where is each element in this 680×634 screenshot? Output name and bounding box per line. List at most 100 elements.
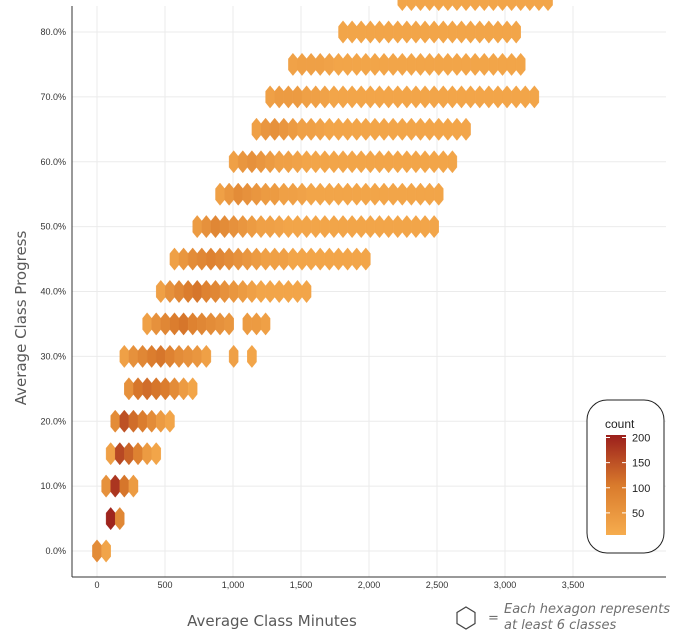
hexbin-cell: [160, 312, 171, 336]
hexbin-cell: [133, 442, 143, 466]
hexbin-cell: [256, 279, 266, 304]
hexbin-cell: [456, 20, 467, 44]
hexbin-cell: [324, 182, 335, 206]
hexbin-cell: [251, 312, 262, 336]
y-tick-label: 30.0%: [40, 351, 66, 361]
hexbin-cell: [333, 117, 344, 141]
hexbin-cell: [433, 0, 444, 12]
hexbin-cell: [406, 52, 417, 76]
legend-tick-label: 150: [632, 458, 650, 470]
hexbin-cell: [269, 182, 280, 206]
hexagon-outline-icon: [456, 606, 476, 630]
hexbin-cell: [165, 344, 175, 368]
hexbin-cell: [465, 85, 476, 109]
y-tick-label: 50.0%: [40, 222, 66, 232]
hexbin-cell: [342, 247, 353, 271]
hexbin-cell: [92, 539, 102, 563]
hexbin-cell: [433, 117, 444, 141]
hexbin-cell: [497, 52, 508, 76]
hexbin-cell: [196, 312, 207, 336]
hexbin-cell: [516, 0, 526, 12]
hexbin-cell: [315, 247, 325, 271]
hexbin-cell: [379, 182, 389, 206]
hexbin-cell: [219, 279, 230, 304]
hexbin-cell: [379, 52, 389, 76]
hexbin-cell: [351, 182, 362, 206]
hexbin-cell: [196, 247, 207, 271]
y-tick-label: 0.0%: [45, 546, 66, 556]
hexbin-cell: [206, 312, 216, 336]
hexbin-cell: [101, 539, 111, 563]
hexbin-cell: [256, 150, 266, 174]
x-tick-labels: 0 500 1,000 1,500 2,000 2,500 3,000 3,500: [94, 580, 584, 590]
hexbin-cell: [151, 377, 162, 401]
hexbin-cell: [370, 117, 380, 141]
x-tick-label: 3,000: [494, 580, 517, 590]
hexbin-cell: [155, 344, 166, 368]
hexbin-cell: [310, 150, 321, 174]
hexbin-cell: [392, 20, 403, 44]
hexbin-cell: [265, 215, 275, 239]
hexbin-cell: [351, 117, 362, 141]
hexbin-cell: [411, 215, 421, 239]
y-tick-labels: 0.0% 10.0% 20.0% 30.0% 40.0% 50.0% 60.0% 70.0% 8…: [40, 27, 66, 556]
hexbin-cell: [260, 247, 271, 271]
hexbin-cell: [383, 150, 394, 174]
hexbin-cell: [320, 215, 330, 239]
x-tick-label: 500: [157, 580, 172, 590]
hexbin-cell: [397, 117, 407, 141]
hexbin-cell: [242, 247, 253, 271]
hexbin-cell: [315, 117, 325, 141]
hexbin-cell: [406, 182, 417, 206]
hexbin-cell: [433, 52, 444, 76]
hexbin-cell: [370, 182, 380, 206]
hexbin-cell: [347, 150, 357, 174]
hexbin-cell: [333, 247, 344, 271]
hexbin-cell: [260, 312, 271, 336]
hexbin-cell: [151, 312, 162, 336]
hexbin-cell: [506, 0, 517, 12]
hexbin-cell: [160, 377, 171, 401]
hexbin-cell: [251, 247, 262, 271]
x-tick-label: 2,500: [426, 580, 449, 590]
hexbin-cell: [114, 442, 125, 466]
y-tick-label: 80.0%: [40, 27, 66, 37]
hexbin-cell: [169, 312, 180, 336]
hexbin-cell: [201, 215, 212, 239]
hexbin-cell: [447, 20, 458, 44]
hexbin-cell: [192, 344, 203, 368]
hexbin-cell: [283, 215, 294, 239]
hexbin-cell: [479, 0, 489, 12]
hexbin-cell: [210, 215, 221, 239]
hexbin-cell: [388, 117, 398, 141]
hexbin-cell: [174, 279, 184, 304]
hexbin-cell: [488, 52, 499, 76]
hexbin-cell: [269, 247, 280, 271]
hexbin-cell: [301, 215, 312, 239]
hexbin-cell: [274, 215, 284, 239]
hexbin-cell: [224, 247, 234, 271]
y-tick-label: 40.0%: [40, 287, 66, 297]
x-tick-label: 1,000: [222, 580, 245, 590]
hexbin-cell: [411, 85, 421, 109]
hexbin-cell: [497, 0, 508, 12]
hexbin-cell: [210, 279, 221, 304]
hexbin-cell: [411, 150, 421, 174]
hexbin-cell: [247, 150, 257, 174]
hexbin-cell: [119, 344, 130, 368]
hexbin-cell: [374, 215, 385, 239]
hexbin-cell: [424, 117, 435, 141]
hexbin-cell: [338, 85, 348, 109]
hexbin-cell: [155, 409, 166, 433]
hexbin-cell: [342, 182, 353, 206]
hexbin-cell: [511, 20, 521, 44]
hexbin-cell: [310, 85, 321, 109]
hexbin-cell: [456, 85, 467, 109]
hexbin-cell: [433, 182, 444, 206]
hexbin-cell: [265, 279, 275, 304]
hexbin-cell: [283, 150, 294, 174]
hexbin-cell: [288, 52, 298, 76]
hexbin-cell: [142, 442, 152, 466]
hexbin-cell: [338, 215, 348, 239]
hexbin-cell: [397, 182, 407, 206]
